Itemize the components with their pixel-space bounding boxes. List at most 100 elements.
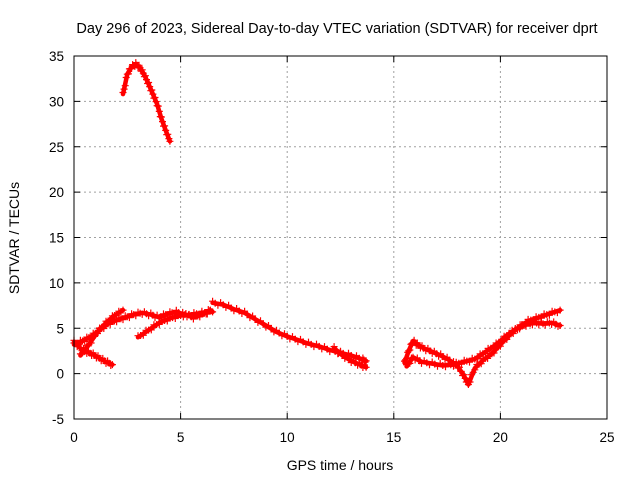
series-track-d bbox=[134, 307, 217, 340]
data-point-marker bbox=[119, 89, 127, 96]
x-tick-label: 0 bbox=[70, 430, 78, 445]
axis-ticks: 0 5 10 15 20 25 -5 0 5 10 15 20 25 30 35 bbox=[49, 49, 615, 445]
data-point-marker bbox=[87, 339, 95, 347]
data-point-marker bbox=[405, 347, 413, 355]
data-point-marker bbox=[161, 122, 169, 130]
data-point-marker bbox=[484, 354, 492, 362]
data-point-marker bbox=[163, 317, 171, 325]
data-point-marker bbox=[119, 316, 127, 324]
y-tick-label: 25 bbox=[49, 140, 64, 155]
chart-title: Day 296 of 2023, Sidereal Day-to-day VTE… bbox=[76, 21, 597, 37]
data-point-marker bbox=[528, 321, 536, 329]
data-point-marker bbox=[148, 86, 156, 94]
data-point-marker bbox=[94, 330, 101, 337]
data-point-marker bbox=[72, 340, 80, 347]
x-tick-label: 10 bbox=[280, 430, 295, 445]
data-point-marker bbox=[152, 98, 160, 106]
data-point-marker bbox=[151, 94, 159, 101]
data-point-marker bbox=[75, 341, 83, 349]
data-point-marker bbox=[407, 354, 415, 362]
data-point-marker bbox=[514, 326, 521, 334]
x-tick-label: 15 bbox=[386, 430, 401, 445]
data-point-marker bbox=[154, 102, 162, 110]
data-point-marker bbox=[166, 137, 174, 145]
data-point-marker bbox=[466, 358, 473, 366]
data-point-marker bbox=[157, 113, 165, 121]
y-tick-label: 0 bbox=[56, 367, 64, 382]
y-tick-label: 5 bbox=[56, 321, 64, 336]
data-point-marker bbox=[498, 338, 505, 346]
series-track-c bbox=[76, 306, 127, 358]
data-point-marker bbox=[145, 79, 153, 86]
data-point-marker bbox=[155, 107, 163, 115]
data-point-marker bbox=[107, 362, 115, 369]
data-point-marker bbox=[406, 359, 414, 367]
data-point-marker bbox=[458, 360, 465, 368]
data-point-marker bbox=[403, 361, 411, 369]
y-tick-label: 35 bbox=[49, 49, 64, 64]
data-point-marker bbox=[404, 360, 412, 368]
y-tick-label: -5 bbox=[52, 412, 64, 427]
y-tick-label: 30 bbox=[49, 94, 64, 109]
data-point-marker bbox=[187, 312, 195, 320]
data-point-marker bbox=[195, 311, 203, 319]
series-track-b bbox=[70, 336, 116, 369]
data-point-marker bbox=[159, 118, 166, 126]
data-point-marker bbox=[113, 318, 121, 326]
data-point-marker bbox=[108, 361, 116, 369]
data-point-marker bbox=[460, 371, 468, 379]
data-point-marker bbox=[171, 315, 179, 322]
data-point-marker bbox=[73, 343, 81, 351]
data-point-marker bbox=[121, 82, 129, 90]
y-tick-label: 20 bbox=[49, 185, 64, 200]
data-series bbox=[70, 59, 564, 388]
data-point-marker bbox=[490, 344, 497, 352]
x-tick-label: 5 bbox=[177, 430, 185, 445]
data-point-marker bbox=[466, 378, 474, 386]
series-track-high bbox=[119, 59, 174, 145]
data-point-marker bbox=[147, 326, 155, 334]
data-point-marker bbox=[406, 346, 414, 354]
data-point-marker bbox=[209, 308, 217, 316]
data-point-marker bbox=[120, 85, 128, 93]
data-point-marker bbox=[124, 70, 132, 78]
data-point-marker bbox=[556, 322, 564, 329]
data-point-marker bbox=[537, 314, 545, 322]
data-point-marker bbox=[506, 331, 513, 339]
data-point-marker bbox=[474, 355, 481, 363]
data-point-marker bbox=[113, 312, 121, 320]
data-point-marker bbox=[119, 306, 127, 314]
grid-lines bbox=[74, 56, 607, 419]
data-point-marker bbox=[556, 306, 564, 314]
data-point-marker bbox=[362, 363, 370, 371]
data-point-marker bbox=[132, 312, 140, 320]
y-tick-label: 10 bbox=[49, 276, 64, 291]
data-point-marker bbox=[81, 348, 89, 356]
data-point-marker bbox=[162, 126, 170, 134]
data-point-marker bbox=[545, 311, 553, 319]
data-point-marker bbox=[125, 314, 133, 322]
series-track-e bbox=[330, 343, 370, 371]
series-track-g bbox=[403, 306, 564, 371]
data-point-marker bbox=[362, 357, 370, 365]
x-axis-label: GPS time / hours bbox=[287, 457, 394, 473]
data-point-marker bbox=[402, 356, 409, 364]
data-point-marker bbox=[450, 362, 457, 370]
data-point-marker bbox=[164, 130, 172, 138]
data-point-marker bbox=[529, 317, 537, 325]
data-point-marker bbox=[81, 337, 89, 345]
data-point-marker bbox=[477, 360, 485, 368]
data-point-marker bbox=[522, 320, 529, 328]
data-point-marker bbox=[100, 323, 108, 331]
data-point-marker bbox=[482, 349, 489, 357]
data-point-marker bbox=[457, 367, 465, 375]
data-point-marker bbox=[155, 320, 163, 328]
x-tick-label: 20 bbox=[493, 430, 508, 445]
y-tick-label: 15 bbox=[49, 231, 64, 246]
x-tick-label: 25 bbox=[599, 430, 614, 445]
y-axis-label: SDTVAR / TECUs bbox=[6, 182, 22, 294]
data-point-marker bbox=[141, 72, 149, 80]
data-point-marker bbox=[139, 331, 147, 339]
data-point-marker bbox=[122, 74, 130, 81]
